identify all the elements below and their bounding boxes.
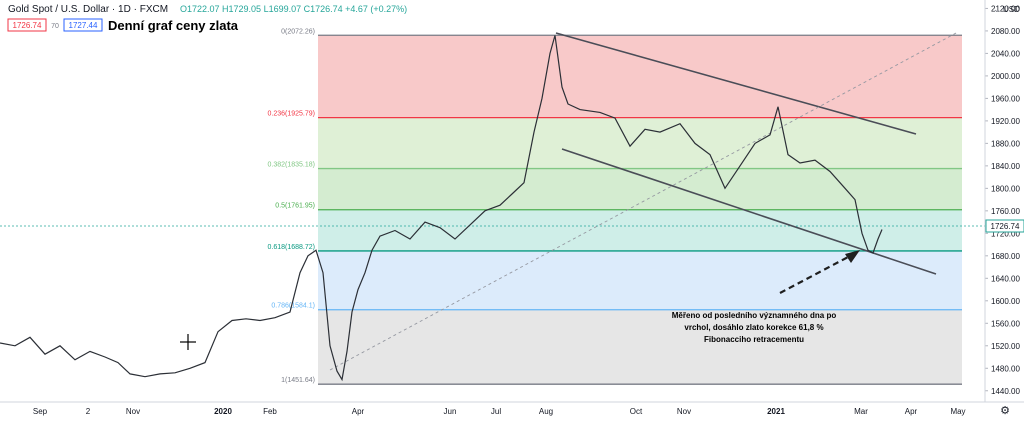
bid-price: 1726.74 [13, 21, 42, 30]
channel-lower-trendline[interactable] [561, 148, 937, 275]
ohlc-values: O1722.07 H1729.05 L1699.07 C1726.74 +4.6… [180, 4, 407, 14]
x-tick-label: Jul [491, 407, 501, 416]
y-tick-label: 1840.00 [991, 162, 1020, 171]
y-tick-label: 2080.00 [991, 27, 1020, 36]
last-price-tag: 1726.74 [985, 219, 1024, 233]
y-tick-label: 1880.00 [991, 139, 1020, 148]
y-tick-label: 1600.00 [991, 297, 1020, 306]
y-tick-label: 2000.00 [991, 72, 1020, 81]
fib-level-label: 0.236(1925.79) [268, 111, 315, 118]
fib-level-label: 0.5(1761.95) [275, 203, 315, 210]
annotation-line-2: vrchol, dosáhlo zlato korekce 61,8 % [684, 323, 823, 332]
chart-headline: Denní graf ceny zlata [108, 18, 239, 33]
currency-label: USD [1003, 5, 1020, 14]
y-tick-label: 1680.00 [991, 252, 1020, 261]
y-tick-label: 1760.00 [991, 207, 1020, 216]
fib-level-label: 0.786(1584.1) [271, 303, 315, 310]
y-tick-label: 1440.00 [991, 387, 1020, 396]
x-tick-label: Feb [263, 407, 277, 416]
x-tick-label: Apr [352, 407, 365, 416]
fib-level-label: 0.382(1835.18) [268, 162, 315, 169]
fib-level-label: 0.618(1688.72) [268, 244, 315, 251]
symbol-title[interactable]: Gold Spot / U.S. Dollar · 1D · FXCM [8, 4, 168, 15]
y-axis: 1440.00 1480.00 1520.00 1560.00 1600.00 1640.… [985, 4, 1020, 396]
x-tick-label: Nov [126, 407, 140, 416]
x-tick-label: 2020 [214, 407, 232, 416]
y-tick-label: 1560.00 [991, 319, 1020, 328]
y-tick-label: 1520.00 [991, 342, 1020, 351]
channel-upper-trendline[interactable] [555, 32, 917, 135]
x-tick-label: Nov [677, 407, 691, 416]
last-price-value: 1726.74 [991, 222, 1020, 231]
x-tick-label: Aug [539, 407, 553, 416]
annotation-line-1: Měřeno od posledního významného dna po [672, 311, 837, 320]
fib-trend-dashed-line[interactable] [329, 31, 959, 371]
annotation-line-3: Fibonacciho retracementu [704, 335, 804, 344]
x-tick-label: Sep [33, 407, 48, 416]
fib-level-label: 0(2072.26) [281, 28, 315, 35]
last-price-tag-box [985, 219, 1024, 233]
x-axis: Sep 2 Nov 2020 Feb Apr Jun Jul Aug Oct Nov 2021 Mar A… [33, 407, 966, 416]
settings-gear-icon[interactable]: ⚙ [1000, 405, 1010, 417]
bid-box[interactable] [7, 18, 47, 32]
fib-zone [318, 309, 962, 385]
fib-level-label: 1(1451.64) [281, 377, 315, 384]
y-tick-label: 1920.00 [991, 117, 1020, 126]
y-tick-label: 2040.00 [991, 49, 1020, 58]
x-tick-label: 2021 [767, 407, 785, 416]
header: Gold Spot / U.S. Dollar · 1D · FXCM O172… [7, 4, 407, 33]
x-tick-label: May [950, 407, 965, 416]
x-tick-label: Oct [630, 407, 643, 416]
x-tick-label: Apr [905, 407, 918, 416]
currency-dropdown-icon[interactable]: ⌄ [993, 4, 1001, 14]
price-series-line [0, 35, 883, 382]
y-tick-label: 2120.00 [991, 4, 1020, 13]
y-tick-label: 1960.00 [991, 94, 1020, 103]
y-tick-label: 1800.00 [991, 184, 1020, 193]
x-tick-label: Jun [444, 407, 457, 416]
y-tick-label: 1640.00 [991, 274, 1020, 283]
fib-zone [318, 117, 962, 169]
x-tick-label: 2 [86, 407, 91, 416]
fib-levels: 0(2072.26) 0.236(1925.79) 0.382(1835.18) 0.… [268, 28, 962, 385]
y-tick-label: 1720.00 [991, 229, 1020, 238]
spread-value: 70 [51, 23, 59, 30]
ask-price: 1727.44 [69, 21, 98, 30]
x-tick-label: Mar [854, 407, 868, 416]
annotation-arrow-head [845, 250, 860, 263]
ask-box[interactable] [63, 18, 103, 32]
fib-zone [318, 250, 962, 310]
y-tick-label: 1480.00 [991, 364, 1020, 373]
fib-zone [318, 35, 962, 118]
annotation-arrow [779, 255, 851, 294]
fib-zone [318, 209, 962, 251]
